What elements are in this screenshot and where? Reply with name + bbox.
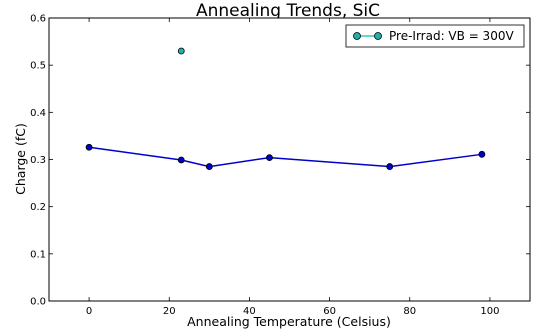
y-tick-label: 0.3: [30, 155, 46, 166]
data-point: [177, 156, 185, 164]
x-tick-label: 0: [86, 306, 92, 317]
x-tick-label: 40: [243, 306, 256, 317]
legend-entry-label: Pre-Irrad: VB = 300V: [389, 29, 514, 43]
y-tick-label: 0.5: [30, 61, 46, 72]
legend-box: [345, 24, 525, 48]
data-point: [478, 150, 486, 158]
data-point: [386, 163, 394, 170]
data-point: [177, 47, 185, 55]
data-point: [85, 143, 93, 151]
y-tick-label: 0.0: [30, 297, 46, 308]
chart-title: Annealing Trends, SiC: [196, 1, 380, 21]
series-line: [88, 146, 482, 168]
y-tick-label: 0.2: [30, 202, 46, 213]
y-tick-label: 0.4: [30, 108, 46, 119]
legend-marker: [353, 32, 361, 40]
data-point: [266, 154, 273, 162]
series-layer: [85, 47, 486, 170]
x-tick-label: 100: [480, 306, 499, 317]
x-tick-label: 80: [403, 306, 416, 317]
x-axis-label: Annealing Temperature (Celsius): [187, 314, 391, 329]
y-axis-label: Charge (fC): [13, 123, 28, 195]
y-tick-label: 0.1: [30, 249, 46, 260]
y-tick-label: 0.6: [30, 14, 46, 25]
x-tick-label: 20: [163, 306, 176, 317]
legend-marker: [374, 32, 382, 40]
axis-ticks: 0 20 40 60 80 100 0.0 0.1 0.2 0.3 0.4 0.5 0.6: [30, 14, 530, 317]
x-tick-label: 60: [323, 306, 336, 317]
data-point: [205, 163, 213, 170]
legend: Pre-Irrad: VB = 300V: [345, 24, 525, 48]
